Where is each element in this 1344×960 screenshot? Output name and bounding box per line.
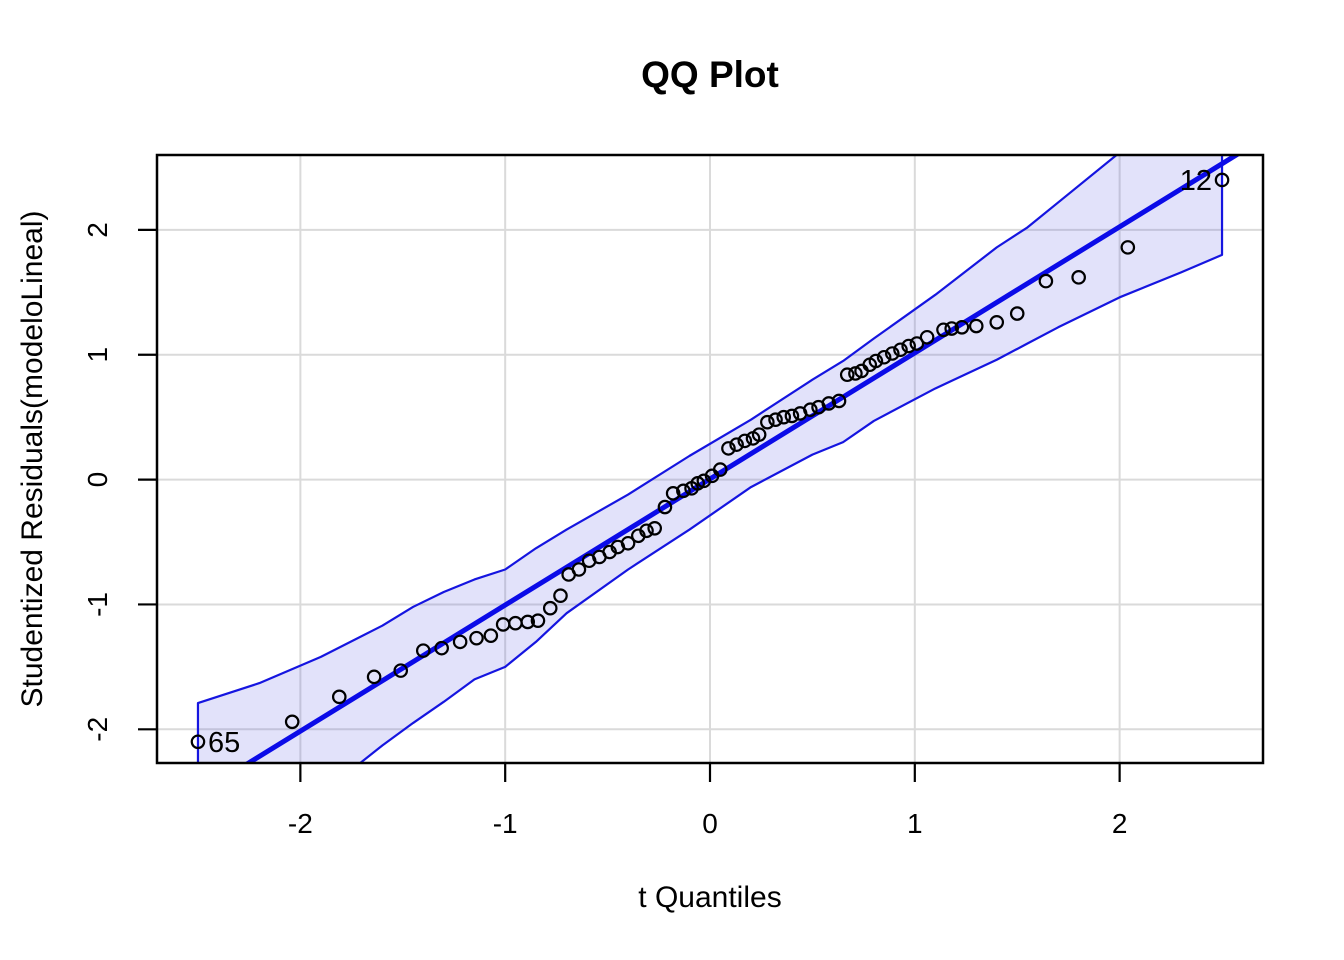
data-point bbox=[721, 441, 736, 456]
confidence-envelope bbox=[196, 155, 1224, 763]
data-point bbox=[284, 714, 300, 730]
data-point bbox=[954, 319, 970, 335]
data-point bbox=[839, 367, 855, 383]
data-point bbox=[989, 314, 1005, 330]
data-point bbox=[1120, 240, 1136, 255]
data-point bbox=[434, 640, 449, 656]
data-point bbox=[712, 462, 728, 477]
data-point bbox=[968, 318, 984, 334]
data-point bbox=[469, 630, 484, 646]
data-point bbox=[876, 349, 892, 365]
data-point bbox=[776, 409, 792, 425]
data-point bbox=[1038, 273, 1054, 289]
data-point bbox=[831, 393, 847, 409]
data-point bbox=[393, 663, 409, 678]
data-point bbox=[190, 734, 206, 750]
data-point bbox=[1071, 270, 1086, 285]
data-point bbox=[542, 600, 558, 616]
data-point bbox=[868, 353, 884, 369]
data-point bbox=[553, 588, 568, 604]
y-tick-label: 2 bbox=[82, 222, 113, 238]
data-point bbox=[884, 346, 900, 361]
data-point bbox=[768, 412, 783, 427]
x-tick-label: 1 bbox=[907, 808, 923, 839]
data-point bbox=[936, 322, 951, 338]
data-point bbox=[530, 613, 546, 628]
data-points bbox=[190, 172, 1230, 750]
y-tick-label: -2 bbox=[82, 717, 113, 742]
point-label: 12 bbox=[1180, 165, 1212, 197]
data-point bbox=[803, 402, 818, 417]
data-point bbox=[620, 535, 636, 551]
data-point bbox=[483, 628, 499, 643]
data-point bbox=[520, 614, 536, 630]
x-tick-label: -2 bbox=[288, 808, 313, 839]
data-point bbox=[1009, 306, 1025, 321]
data-point bbox=[909, 336, 925, 351]
data-point bbox=[1214, 172, 1230, 188]
chart-title: QQ Plot bbox=[641, 54, 779, 95]
data-point bbox=[784, 408, 800, 424]
y-tick-label: -1 bbox=[82, 592, 113, 617]
y-tick-label: 0 bbox=[82, 472, 113, 488]
axis-ticks bbox=[138, 228, 1121, 782]
data-point bbox=[647, 520, 662, 536]
y-tick-label: 1 bbox=[82, 347, 113, 363]
x-axis-label: t Quantiles bbox=[638, 881, 782, 914]
point-label: 65 bbox=[208, 727, 240, 759]
data-point bbox=[729, 437, 744, 452]
x-tick-label: 2 bbox=[1112, 808, 1128, 839]
data-point bbox=[366, 669, 382, 685]
data-point bbox=[901, 338, 916, 354]
data-point bbox=[919, 329, 935, 345]
data-point bbox=[657, 499, 673, 515]
data-point bbox=[665, 486, 681, 501]
data-point bbox=[751, 427, 767, 442]
data-point bbox=[737, 433, 753, 449]
data-point bbox=[893, 342, 908, 358]
x-tick-label: 0 bbox=[702, 808, 718, 839]
data-point bbox=[821, 396, 837, 411]
data-point bbox=[639, 523, 654, 539]
data-point bbox=[415, 643, 431, 658]
data-point bbox=[760, 414, 775, 430]
data-point bbox=[571, 562, 587, 577]
data-point bbox=[331, 689, 347, 705]
tick-labels: -2 -1 0 1 2 -2 -1 0 1 2 bbox=[82, 222, 1127, 839]
x-tick-label: -1 bbox=[493, 808, 518, 839]
data-point bbox=[676, 483, 691, 499]
data-point bbox=[452, 634, 468, 650]
data-point bbox=[944, 321, 959, 336]
